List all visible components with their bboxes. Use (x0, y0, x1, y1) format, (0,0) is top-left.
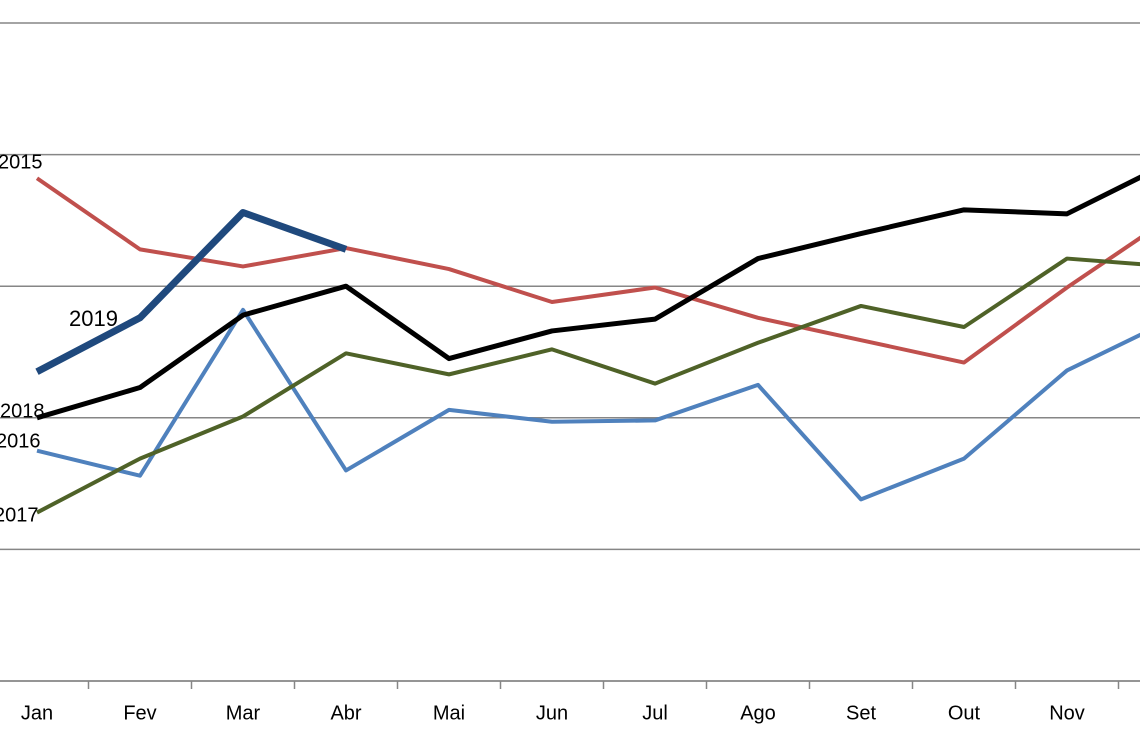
series-line (36, 307, 1140, 502)
series-label: 2018 (0, 400, 45, 422)
series-label: 2015 (0, 151, 43, 173)
series-line (35, 176, 1140, 365)
series-line (36, 256, 1140, 515)
x-tick-label: Abr (330, 702, 361, 724)
x-tick-label: Out (948, 702, 981, 724)
x-tick-label: Set (846, 702, 876, 724)
series-label: 2016 (0, 430, 41, 452)
x-tick-label: Mar (226, 702, 261, 724)
x-tick-label: Jul (642, 702, 668, 724)
series-label: 2017 (0, 504, 39, 526)
x-tick-label: Fev (123, 702, 156, 724)
x-tick-label: Nov (1049, 702, 1085, 724)
x-tick-label: Jan (21, 702, 53, 724)
x-tick-label: Jun (536, 702, 568, 724)
x-tick-label: Ago (740, 702, 776, 724)
series-label: 2019 (69, 306, 118, 331)
series-line (36, 174, 1140, 421)
x-tick-label: Mai (433, 702, 465, 724)
series-line (35, 209, 348, 375)
